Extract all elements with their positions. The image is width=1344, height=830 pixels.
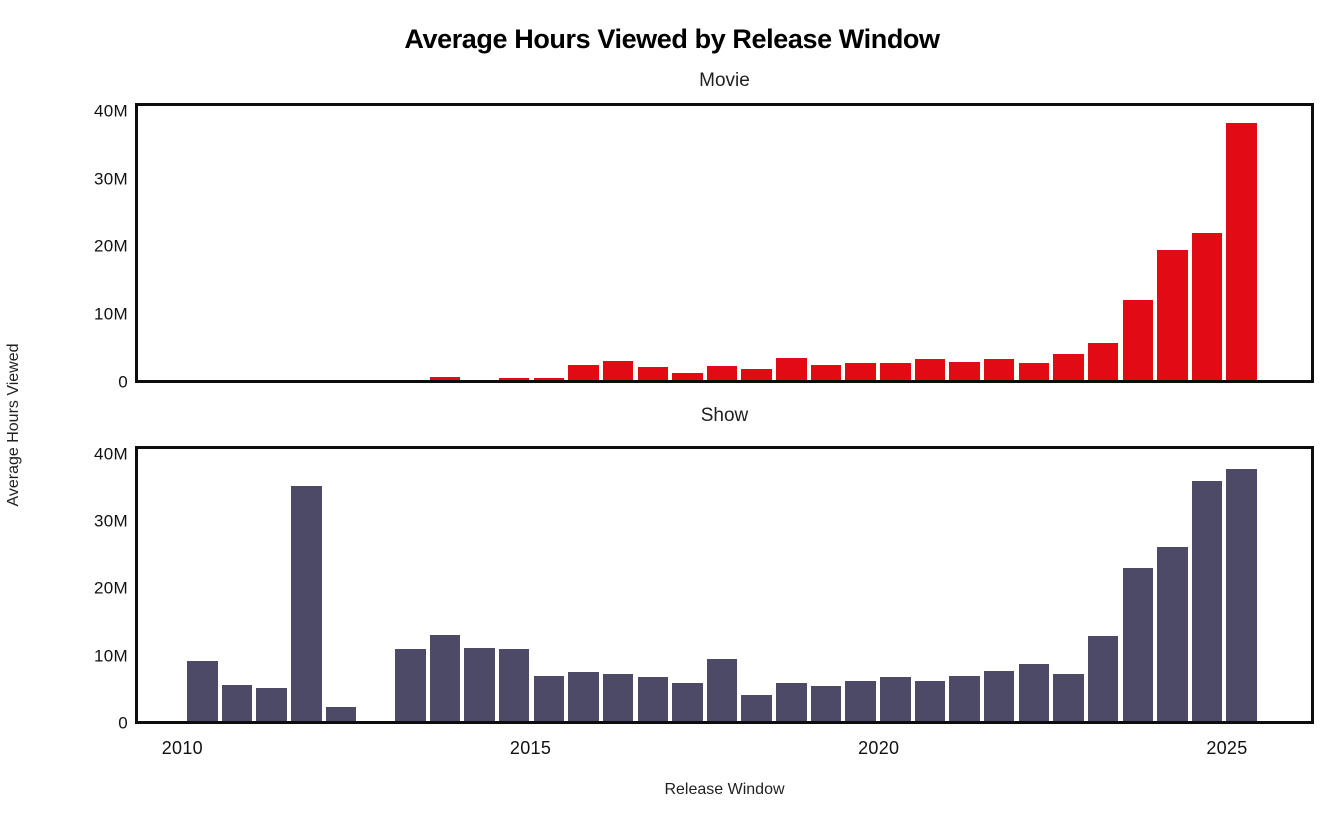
show-plot-area <box>138 449 1311 721</box>
show-bar-2022-h1 <box>1018 663 1050 721</box>
movie-y-tick-label: 30M <box>94 169 128 189</box>
show-bar-2018-h2 <box>776 682 807 721</box>
movie-bar-2020-h1 <box>880 363 911 380</box>
show-bar-2023-h2 <box>1122 568 1154 721</box>
x-axis-label: Release Window <box>664 781 785 798</box>
movie-bar-2015-h1 <box>533 378 565 380</box>
show-subplot-title: Show <box>700 405 749 426</box>
movie-bar-2021-h2 <box>983 358 1015 380</box>
movie-bar-2024-h1 <box>1157 249 1188 380</box>
show-bar-2013-h2 <box>429 635 461 721</box>
show-bar-2018-h1 <box>741 695 772 721</box>
show-bar-2011-h1 <box>256 687 287 721</box>
show-bar-2023-h1 <box>1087 636 1119 721</box>
show-bar-2010-h1 <box>187 661 218 721</box>
show-y-axis-ticks: 0 10M 20M 30M 40M <box>80 444 128 731</box>
show-bar-2020-h2 <box>914 680 946 721</box>
movie-bar-2014-h2 <box>498 378 530 380</box>
movie-bar-2024-h2 <box>1191 232 1223 380</box>
show-bar-2012-h1 <box>325 707 357 721</box>
movie-bar-2013-h2 <box>429 377 461 380</box>
movie-y-axis-ticks: 0 10M 20M 30M 40M <box>80 101 128 390</box>
movie-subplot-title: Movie <box>699 70 750 91</box>
show-bar-2021-h2 <box>983 670 1015 721</box>
show-bar-2019-h2 <box>845 680 876 721</box>
x-axis-ticks: 2010 2015 2020 2025 <box>135 738 1314 764</box>
movie-bar-2021-h1 <box>949 361 980 380</box>
show-bar-2024-h2 <box>1191 480 1223 721</box>
x-tick-label: 2015 <box>509 738 552 758</box>
movie-bar-2017-h2 <box>706 365 738 380</box>
show-bar-2025-h1 <box>1226 468 1257 721</box>
movie-bar-2023-h1 <box>1087 343 1119 380</box>
show-bar-2020-h1 <box>880 676 911 721</box>
show-bar-2017-h1 <box>672 683 703 721</box>
show-bar-2019-h1 <box>810 685 842 721</box>
chart-title: Average Hours Viewed by Release Window <box>404 24 940 54</box>
movie-bar-2019-h1 <box>810 365 842 380</box>
movie-bar-2025-h1 <box>1226 122 1257 380</box>
show-bar-2014-h2 <box>498 648 530 721</box>
movie-subplot: 0 10M 20M 30M 40M <box>94 102 1314 391</box>
movie-bar-2020-h2 <box>914 359 946 380</box>
show-bar-2017-h2 <box>706 659 738 721</box>
show-y-tick-label: 30M <box>94 511 128 531</box>
movie-plot-area <box>138 106 1311 380</box>
movie-bar-2015-h2 <box>568 364 599 380</box>
movie-bar-2018-h2 <box>776 357 807 380</box>
show-bar-2014-h1 <box>464 648 495 721</box>
movie-bar-2017-h1 <box>672 373 703 380</box>
show-y-tick-label: 10M <box>94 646 128 666</box>
show-bar-2011-h2 <box>291 486 322 721</box>
show-bar-2015-h2 <box>568 671 599 721</box>
x-tick-label: 2020 <box>858 738 900 758</box>
show-bar-2013-h1 <box>395 649 426 721</box>
show-bar-2010-h2 <box>221 685 253 721</box>
movie-bar-2018-h1 <box>741 368 772 380</box>
show-bar-2024-h1 <box>1157 547 1188 721</box>
movie-bar-2016-h2 <box>637 367 669 380</box>
show-bar-2015-h1 <box>533 675 565 721</box>
show-bar-2016-h2 <box>637 676 669 721</box>
x-tick-label: 2010 <box>161 738 203 758</box>
movie-bar-2023-h2 <box>1122 299 1154 380</box>
movie-y-tick-label: 20M <box>94 236 128 256</box>
movie-y-tick-label: 0 <box>118 372 128 392</box>
movie-y-tick-label: 10M <box>94 304 128 324</box>
show-subplot: 0 10M 20M 30M 40M <box>94 445 1314 732</box>
show-bar-2021-h1 <box>949 675 980 721</box>
show-bar-2016-h1 <box>602 673 634 721</box>
y-axis-label-text: Average Hours Viewed <box>5 343 22 507</box>
show-y-tick-label: 20M <box>94 578 128 598</box>
movie-bar-2016-h1 <box>602 360 634 380</box>
show-y-tick-label: 40M <box>94 444 128 464</box>
x-tick-label: 2025 <box>1206 738 1248 758</box>
movie-bar-2022-h1 <box>1018 362 1050 380</box>
movie-y-tick-label: 40M <box>94 101 128 121</box>
show-bar-2022-h2 <box>1053 673 1084 721</box>
show-y-tick-label: 0 <box>118 713 128 733</box>
movie-bar-2022-h2 <box>1053 353 1084 380</box>
movie-bar-2019-h2 <box>845 363 876 380</box>
